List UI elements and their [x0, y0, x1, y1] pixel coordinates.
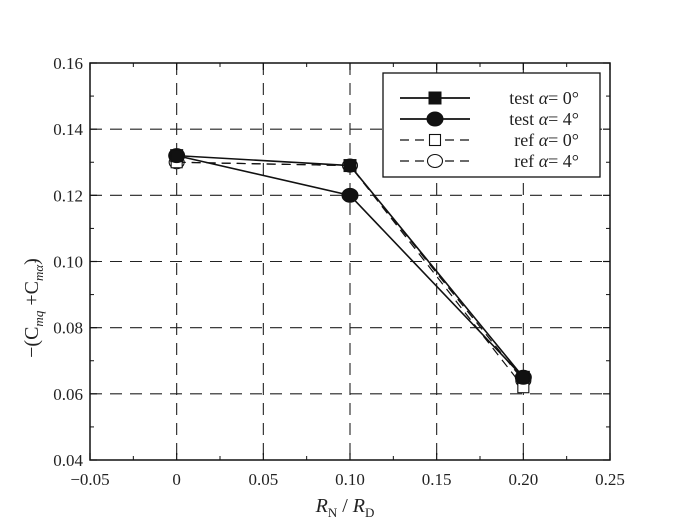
legend: test α= 0°test α= 4°ref α= 0°ref α= 4° — [382, 72, 601, 178]
x-tick-label: 0.20 — [508, 470, 538, 489]
x-tick-label: 0.15 — [422, 470, 452, 489]
y-tick-label: 0.04 — [53, 451, 83, 470]
legend-box — [382, 72, 601, 178]
data-point — [516, 370, 530, 384]
y-tick-label: 0.08 — [53, 319, 83, 338]
y-label-sub: mq — [31, 310, 46, 326]
legend-label: ref α= 0° — [514, 130, 579, 150]
x-label-part: / — [337, 495, 353, 517]
x-label-part: R — [352, 495, 365, 517]
legend-marker — [428, 91, 442, 105]
x-tick-label: 0 — [172, 470, 181, 489]
y-label-part: ) — [21, 258, 43, 265]
legend-label: test α= 4° — [509, 109, 579, 129]
y-axis-label: −(Cmq +Cmα̇) — [21, 258, 46, 358]
axis-ticks: −0.05 0 0.05 0.10 0.15 0.20 0.25 0.04 0.06 0.08 0.… — [53, 54, 625, 489]
y-tick-label: 0.06 — [53, 385, 83, 404]
legend-marker — [426, 153, 444, 169]
x-tick-label: 0.25 — [595, 470, 625, 489]
y-label-part: +C — [21, 281, 43, 311]
x-tick-label: −0.05 — [70, 470, 109, 489]
legend-label: ref α= 4° — [514, 151, 579, 171]
legend-label: test α= 0° — [509, 88, 579, 108]
y-tick-label: 0.16 — [53, 54, 83, 73]
x-tick-label: 0.05 — [248, 470, 278, 489]
x-label-sub: D — [365, 505, 374, 520]
y-tick-label: 0.10 — [53, 253, 83, 272]
y-tick-label: 0.14 — [53, 120, 83, 139]
legend-marker — [428, 133, 442, 147]
x-tick-label: 0.10 — [335, 470, 365, 489]
series — [168, 148, 532, 394]
x-label-part: R — [315, 495, 328, 517]
series-0 — [170, 149, 530, 384]
data-point — [341, 187, 359, 203]
x-label-sub: N — [328, 505, 338, 520]
data-point — [170, 149, 184, 163]
y-label-part: −(C — [21, 327, 43, 358]
x-axis-label: RN / RD — [315, 495, 375, 520]
legend-marker — [426, 111, 444, 127]
data-point — [343, 159, 357, 173]
y-tick-label: 0.12 — [53, 186, 83, 205]
y-label-sub: mα̇ — [31, 261, 46, 281]
